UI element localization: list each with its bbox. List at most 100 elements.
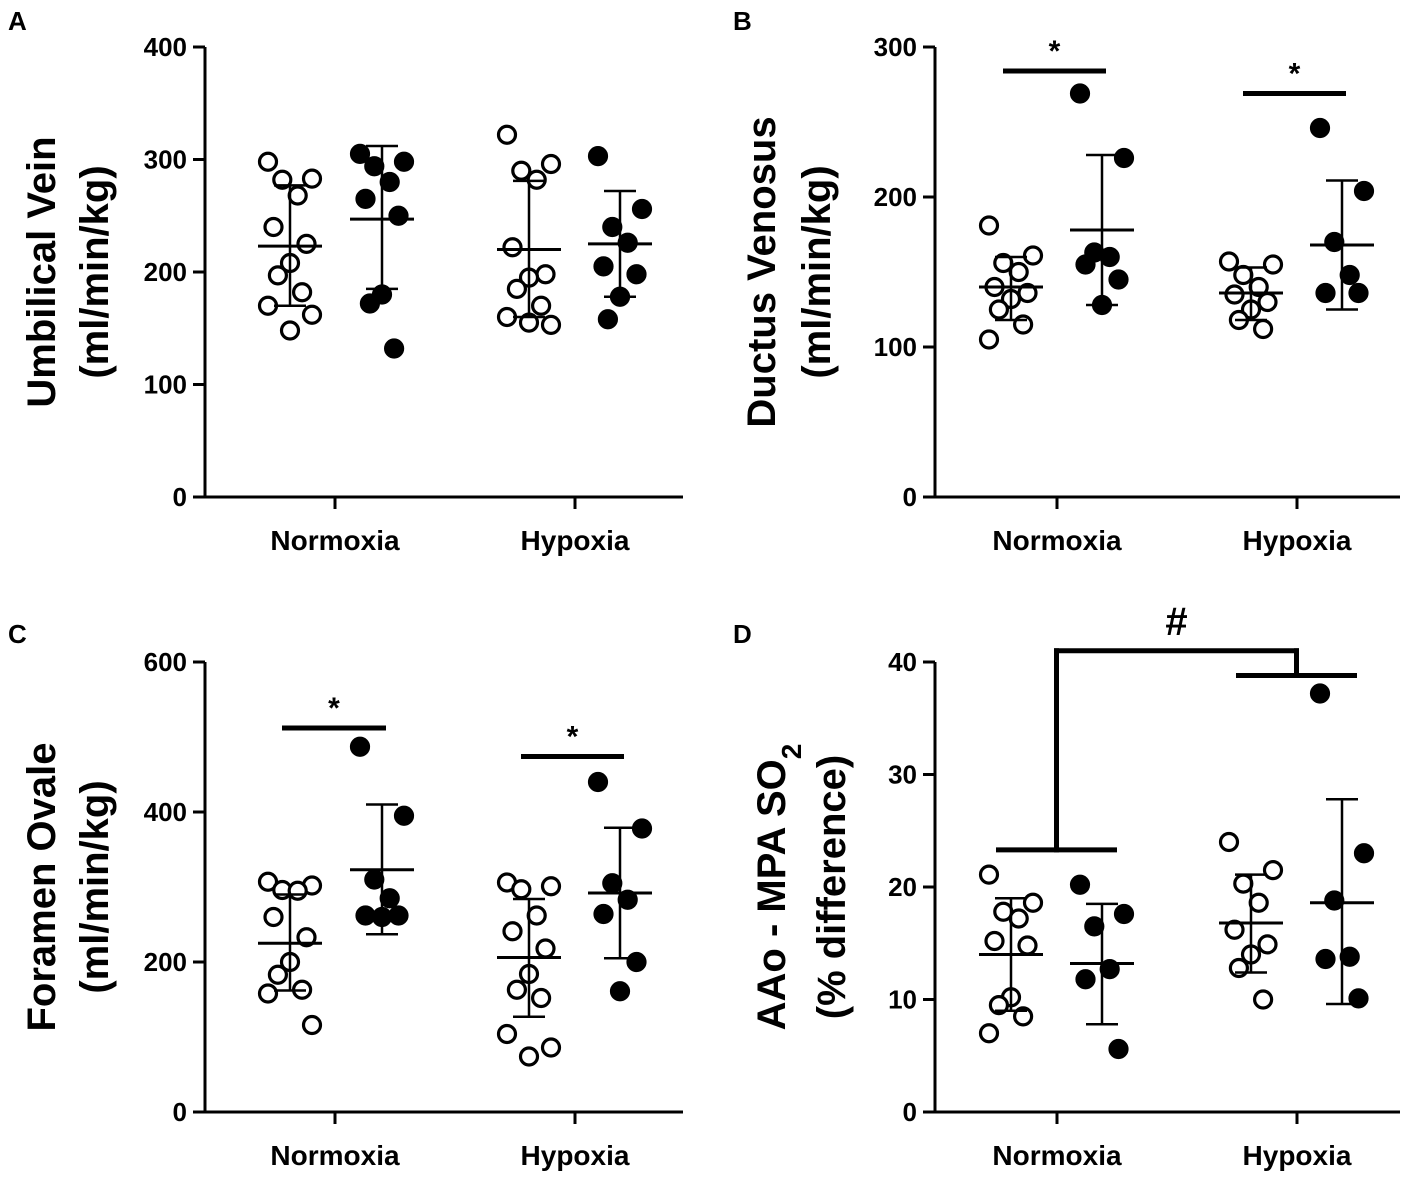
data-point-filled	[1075, 254, 1096, 275]
panel-label-b: B	[733, 6, 752, 36]
y-tick-label: 100	[874, 332, 917, 362]
data-point-filled	[1075, 969, 1096, 990]
data-point-filled	[393, 151, 415, 172]
data-point-open	[535, 264, 556, 285]
significance-label: *	[567, 721, 579, 754]
data-point-open	[1224, 919, 1245, 940]
data-point-open	[1008, 908, 1029, 929]
data-point-open	[1248, 892, 1269, 913]
y-tick-label: 100	[144, 370, 187, 400]
data-point-open	[292, 282, 313, 303]
data-point-open	[1012, 1006, 1034, 1027]
data-point-filled	[384, 338, 405, 359]
data-point-filled	[355, 188, 376, 209]
y-tick-label: 200	[874, 182, 917, 212]
data-point-open	[1008, 261, 1029, 283]
data-point-filled	[602, 873, 623, 894]
y-tick-label: 0	[903, 1097, 917, 1127]
data-point-filled	[1099, 246, 1120, 268]
data-point-open	[272, 169, 293, 190]
data-point-filled	[388, 205, 409, 226]
data-point-open	[540, 1037, 562, 1058]
data-point-open	[257, 295, 279, 316]
data-point-open	[978, 864, 1000, 885]
y-axis-label-subscript: 2	[776, 744, 807, 760]
y-axis-label: AAo - MPA SO2	[750, 744, 807, 1031]
data-point-open	[502, 237, 523, 258]
data-point-open	[540, 314, 562, 335]
panel-a-umbilical-vein-chart: 0 100 200 300 400 Normoxia Hypoxia Umbilical Ve…	[20, 32, 683, 556]
data-point-filled	[349, 143, 371, 164]
data-point-open	[502, 921, 523, 942]
x-tick-label: Normoxia	[992, 525, 1122, 556]
data-point-filled	[1353, 843, 1375, 864]
data-point-filled	[1309, 117, 1331, 139]
data-point-open	[535, 938, 556, 959]
data-point-filled	[1084, 916, 1105, 937]
data-point-filled	[597, 309, 619, 330]
data-point-open	[1252, 318, 1274, 340]
data-point-open	[978, 329, 1000, 350]
y-tick-label: 0	[903, 482, 917, 512]
panel-b-ductus-venosus-chart: 0 100 200 300 Normoxia Hypoxia Ductus Venosus(…	[740, 32, 1400, 556]
data-point-filled	[593, 256, 614, 277]
data-point-open	[1022, 892, 1044, 913]
data-point-open	[988, 995, 1010, 1016]
data-point-open	[978, 215, 1000, 236]
data-point-filled	[593, 903, 614, 925]
data-point-filled	[1353, 180, 1375, 202]
panel-label-d: D	[733, 619, 752, 649]
y-tick-label: 0	[173, 482, 187, 512]
data-point-filled	[1324, 890, 1345, 911]
data-point-open	[1257, 934, 1278, 955]
data-point-open	[257, 983, 279, 1004]
data-point-open	[496, 124, 518, 145]
data-point-filled	[355, 905, 376, 926]
data-point-open	[296, 927, 317, 948]
data-point-filled	[1339, 946, 1360, 967]
data-point-filled	[379, 888, 400, 909]
x-tick-label: Normoxia	[270, 525, 400, 556]
y-axis-label-units: (ml/min/kg)	[73, 780, 117, 993]
data-point-open	[287, 880, 308, 901]
x-tick-label: Hypoxia	[521, 1140, 630, 1171]
x-tick-label: Normoxia	[270, 1140, 400, 1171]
data-point-filled	[1309, 683, 1331, 704]
data-point-open	[296, 233, 317, 254]
data-point-open	[496, 306, 518, 328]
y-axis-label: Ductus Venosus	[740, 116, 784, 427]
data-point-open	[518, 1046, 540, 1067]
data-point-open	[511, 879, 532, 900]
data-point-filled	[1348, 282, 1369, 304]
data-point-open	[1017, 935, 1038, 956]
data-point-open	[1022, 245, 1044, 266]
data-point-filled	[1113, 147, 1135, 169]
y-tick-label: 300	[874, 32, 917, 62]
x-tick-label: Hypoxia	[521, 525, 630, 556]
data-point-filled	[631, 818, 653, 839]
data-point-open	[1233, 264, 1254, 286]
y-tick-label: 10	[888, 985, 917, 1015]
x-tick-label: Normoxia	[992, 1140, 1122, 1171]
data-point-open	[540, 153, 562, 175]
y-tick-label: 200	[144, 947, 187, 977]
data-point-open	[1262, 860, 1284, 881]
y-tick-label: 0	[173, 1097, 187, 1127]
data-point-open	[526, 905, 547, 926]
data-point-open	[984, 930, 1005, 952]
panel-label-c: C	[8, 619, 27, 649]
data-point-filled	[631, 198, 653, 220]
significance-label: *	[1049, 35, 1061, 68]
data-point-open	[1262, 254, 1284, 275]
data-point-filled	[1348, 988, 1369, 1009]
panel-label-a: A	[8, 6, 27, 36]
data-point-filled	[1108, 1038, 1129, 1060]
data-point-filled	[587, 146, 609, 167]
y-tick-label: 300	[144, 145, 187, 175]
data-point-open	[1228, 957, 1250, 979]
data-point-filled	[1108, 269, 1129, 290]
data-point-filled	[1069, 83, 1091, 104]
data-point-open	[530, 987, 552, 1009]
data-point-open	[540, 876, 562, 897]
